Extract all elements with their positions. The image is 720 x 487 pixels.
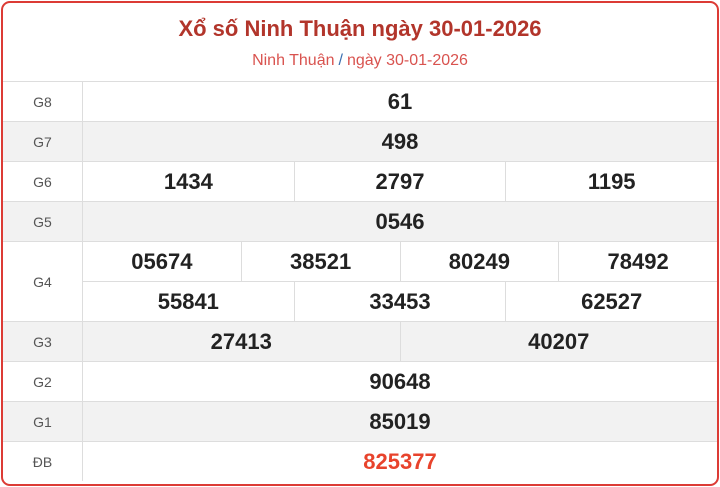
prize-label: G6 [3, 161, 83, 202]
prize-number: 1434 [163, 168, 213, 194]
row-g5: G5 0546 [3, 201, 717, 242]
row-g7: G7 498 [3, 121, 717, 162]
prize-number: 05674 [131, 248, 193, 274]
prize-number: 62527 [505, 282, 717, 321]
prize-label: G3 [3, 321, 83, 362]
breadcrumb-province[interactable]: Ninh Thuận [252, 52, 335, 69]
prize-number: 0546 [82, 201, 717, 242]
results-table: G8 61 G7 498 G6 1434 2797 1195 G5 0546 G4 0… [3, 81, 717, 481]
prize-label: G8 [3, 81, 83, 122]
prize-number: 85019 [82, 401, 717, 442]
prize-number: 33453 [293, 282, 506, 321]
breadcrumb: Ninh Thuận / ngày 30-01-2026 [3, 47, 717, 81]
row-g4: G4 05674 38521 80249 78492 [3, 241, 717, 322]
row-g1: G1 85019 [3, 401, 717, 442]
row-g2: G2 90648 [3, 361, 717, 402]
row-g8: G8 61 [3, 81, 717, 122]
prize-number: 27413 [210, 328, 272, 354]
row-g3: G3 27413 40207 [3, 321, 718, 362]
prize-number: 90648 [82, 361, 717, 402]
prize-label: G4 [3, 241, 83, 322]
prize-number: 498 [82, 121, 717, 162]
prize-number: 80249 [399, 242, 559, 281]
prize-label: G5 [3, 201, 83, 242]
row-db: ĐB 825377 [3, 441, 717, 481]
prize-number: 38521 [240, 242, 400, 281]
row-g4b: 55841 33453 62527 [3, 281, 717, 322]
prize-number: 1195 [505, 162, 717, 201]
breadcrumb-date[interactable]: ngày 30-01-2026 [346, 52, 468, 69]
prize-number: 78492 [558, 242, 717, 281]
prize-number: 2797 [293, 162, 506, 201]
prize-label: ĐB [3, 441, 83, 481]
prize-number: 61 [82, 81, 717, 122]
page-title: Xổ số Ninh Thuận ngày 30-01-2026 [178, 16, 542, 41]
special-prize-number: 825377 [82, 441, 717, 481]
row-g6: G6 1434 2797 1195 [3, 161, 717, 202]
prize-label: G7 [3, 121, 83, 162]
prize-label: G1 [3, 401, 83, 442]
prize-number: 40207 [399, 322, 718, 361]
prize-number: 55841 [157, 288, 219, 314]
prize-label: G2 [3, 361, 83, 402]
breadcrumb-separator: / [338, 52, 343, 69]
